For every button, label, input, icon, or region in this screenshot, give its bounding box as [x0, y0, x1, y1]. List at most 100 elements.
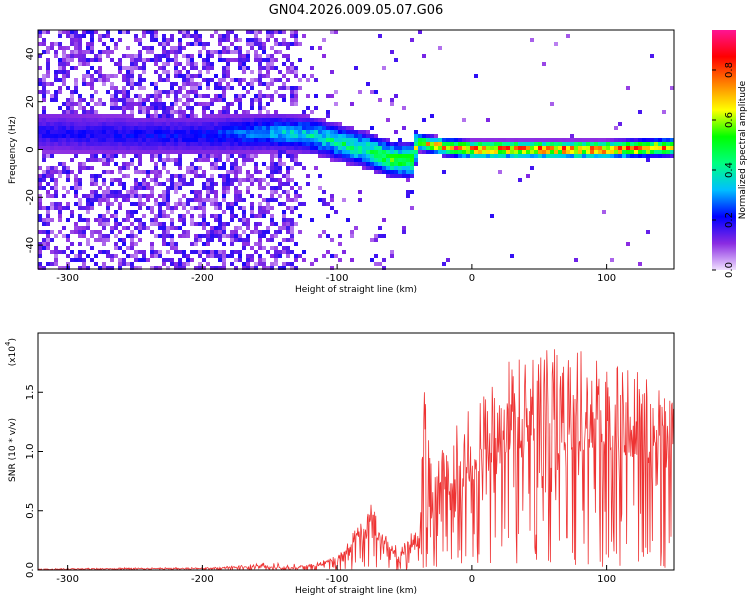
heatmap-cell	[258, 102, 262, 106]
heatmap-cell	[122, 66, 126, 70]
colorbar-tick-label: 0.8	[724, 62, 735, 78]
heatmap-cell	[178, 134, 182, 138]
heatmap-cell	[58, 86, 62, 90]
heatmap-cell	[314, 130, 318, 134]
heatmap-cell	[218, 86, 222, 90]
heatmap-cell	[154, 170, 158, 174]
heatmap-cell	[322, 38, 326, 42]
heatmap-cell	[558, 154, 562, 158]
heatmap-cell	[114, 146, 118, 150]
heatmap-cell	[74, 78, 78, 82]
heatmap-cell	[382, 258, 386, 262]
heatmap-cell	[54, 190, 58, 194]
heatmap-cell	[70, 138, 74, 142]
heatmap-cell	[46, 62, 50, 66]
heatmap-cell	[126, 166, 130, 170]
heatmap-cell	[258, 258, 262, 262]
heatmap-cell	[574, 138, 578, 142]
colorbar-label: Normalized spectral amplitude	[738, 80, 748, 219]
heatmap-cell	[402, 154, 406, 158]
heatmap-cell	[242, 262, 246, 266]
heatmap-cell	[78, 182, 82, 186]
heatmap-cell	[242, 238, 246, 242]
heatmap-cell	[46, 66, 50, 70]
heatmap-cell	[62, 162, 66, 166]
heatmap-cell	[190, 182, 194, 186]
heatmap-cell	[162, 130, 166, 134]
heatmap-cell	[174, 74, 178, 78]
heatmap-cell	[198, 38, 202, 42]
heatmap-cell	[158, 146, 162, 150]
heatmap-cell	[138, 158, 142, 162]
heatmap-cell	[94, 254, 98, 258]
heatmap-cell	[246, 266, 250, 270]
heatmap-cell	[70, 110, 74, 114]
heatmap-cell	[270, 146, 274, 150]
heatmap-cell	[358, 138, 362, 142]
heatmap-cell	[150, 46, 154, 50]
heatmap-cell	[186, 254, 190, 258]
heatmap-cell	[266, 238, 270, 242]
heatmap-cell	[66, 110, 70, 114]
heatmap-cell	[290, 130, 294, 134]
heatmap-cell	[214, 218, 218, 222]
heatmap-cell	[322, 254, 326, 258]
heatmap-cell	[222, 190, 226, 194]
heatmap-cell	[246, 38, 250, 42]
heatmap-cell	[234, 194, 238, 198]
heatmap-cell	[154, 62, 158, 66]
heatmap-cell	[238, 218, 242, 222]
heatmap-cell	[198, 206, 202, 210]
heatmap-cell	[250, 142, 254, 146]
heatmap-cell	[394, 94, 398, 98]
heatmap-cell	[254, 154, 258, 158]
heatmap-cell	[346, 162, 350, 166]
heatmap-cell	[270, 138, 274, 142]
heatmap-cell	[326, 122, 330, 126]
heatmap-cell	[82, 134, 86, 138]
heatmap-cell	[78, 198, 82, 202]
heatmap-cell	[254, 98, 258, 102]
heatmap-cell	[262, 266, 266, 270]
heatmap-cell	[198, 202, 202, 206]
heatmap-cell	[226, 122, 230, 126]
heatmap-cell	[46, 146, 50, 150]
heatmap-cell	[186, 42, 190, 46]
heatmap-cell	[194, 114, 198, 118]
heatmap-cell	[110, 226, 114, 230]
heatmap-cell	[106, 138, 110, 142]
heatmap-cell	[114, 190, 118, 194]
heatmap-cell	[170, 182, 174, 186]
heatmap-cell	[390, 166, 394, 170]
heatmap-cell	[434, 142, 438, 146]
heatmap-cell	[670, 86, 674, 90]
heatmap-cell	[270, 186, 274, 190]
heatmap-cell	[238, 46, 242, 50]
heatmap-cell	[74, 174, 78, 178]
heatmap-cell	[198, 50, 202, 54]
heatmap-cell	[46, 262, 50, 266]
heatmap-cell	[170, 218, 174, 222]
heatmap-cell	[302, 150, 306, 154]
heatmap-cell	[202, 258, 206, 262]
heatmap-cell	[122, 118, 126, 122]
heatmap-cell	[262, 258, 266, 262]
heatmap-cell	[354, 226, 358, 230]
heatmap-cell	[186, 134, 190, 138]
heatmap-cell	[286, 246, 290, 250]
heatmap-cell	[106, 34, 110, 38]
heatmap-cell	[350, 126, 354, 130]
heatmap-cell	[174, 182, 178, 186]
heatmap-cell	[62, 166, 66, 170]
heatmap-cell	[658, 138, 662, 142]
heatmap-cell	[122, 194, 126, 198]
heatmap-cell	[110, 118, 114, 122]
heatmap-cell	[38, 134, 42, 138]
heatmap-cell	[74, 178, 78, 182]
heatmap-cell	[126, 114, 130, 118]
heatmap-cell	[314, 118, 318, 122]
heatmap-cell	[38, 138, 42, 142]
heatmap-cell	[470, 154, 474, 158]
heatmap-cell	[202, 210, 206, 214]
heatmap-cell	[246, 66, 250, 70]
